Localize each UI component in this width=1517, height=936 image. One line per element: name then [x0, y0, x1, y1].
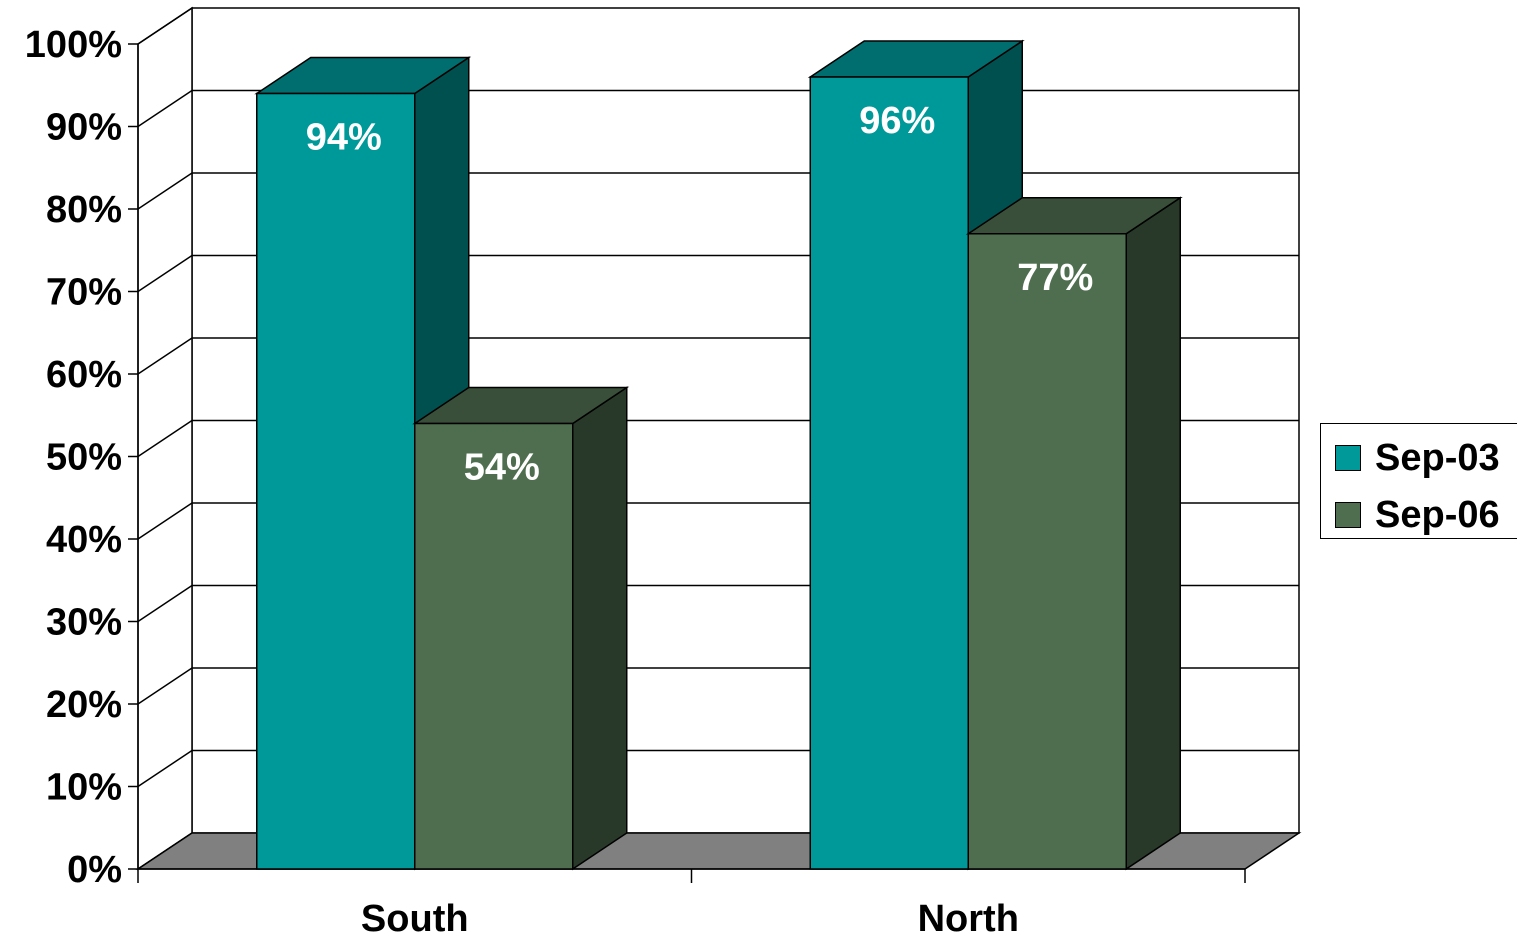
bar-front — [414, 422, 574, 870]
bar-front — [256, 92, 416, 870]
gridline-side — [137, 89, 193, 128]
gridline-side — [137, 337, 193, 375]
gridline-side — [137, 667, 193, 705]
bar-south-sep-06 — [412, 386, 630, 871]
legend-label-series-2: Sep-06 — [1375, 494, 1500, 536]
data-label: 77% — [1017, 257, 1093, 299]
x-tick-label: South — [361, 898, 469, 936]
bar-north-sep-06 — [965, 196, 1183, 871]
y-tick-label: 70% — [46, 272, 122, 314]
data-label: 94% — [306, 117, 382, 159]
x-tick-label: North — [918, 898, 1019, 936]
y-tick-label: 90% — [46, 107, 122, 149]
data-label: 54% — [464, 447, 540, 489]
y-tick-label: 10% — [46, 767, 122, 809]
gridline-side — [137, 7, 193, 45]
legend-swatch-series-1 — [1335, 445, 1361, 471]
gridline-side — [137, 502, 193, 540]
bar-front — [967, 233, 1127, 870]
y-tick-label: 100% — [25, 24, 122, 66]
y-tick-label: 30% — [46, 602, 122, 644]
gridline-side — [137, 749, 193, 788]
axes: 0% 10% 20% 30% 40% 50% 60% 70% 80% 90% 100% South No… — [25, 24, 1246, 936]
bars — [254, 39, 1183, 871]
gridline-side — [137, 172, 193, 210]
legend-item-series-1: Sep-03 — [1335, 438, 1500, 478]
y-tick-label: 0% — [67, 849, 122, 891]
legend-swatch-series-2 — [1335, 502, 1361, 528]
data-labels: 94% 54% 96% 77% — [306, 100, 1094, 489]
bar-front — [809, 76, 969, 870]
y-tick-label: 40% — [46, 519, 122, 561]
gridline-side — [137, 584, 193, 623]
gridline-side — [137, 254, 193, 293]
y-tick-label: 50% — [46, 437, 122, 479]
gridline-side — [137, 419, 193, 458]
legend-label-series-1: Sep-03 — [1375, 437, 1500, 479]
legend-item-series-2: Sep-06 — [1335, 495, 1500, 535]
y-tick-label: 60% — [46, 354, 122, 396]
y-tick-label: 20% — [46, 684, 122, 726]
data-label: 96% — [859, 100, 935, 142]
bar-side — [572, 386, 628, 871]
bar-side — [1125, 196, 1181, 871]
legend: Sep-03 Sep-06 — [1320, 423, 1517, 539]
y-tick-label: 80% — [46, 189, 122, 231]
